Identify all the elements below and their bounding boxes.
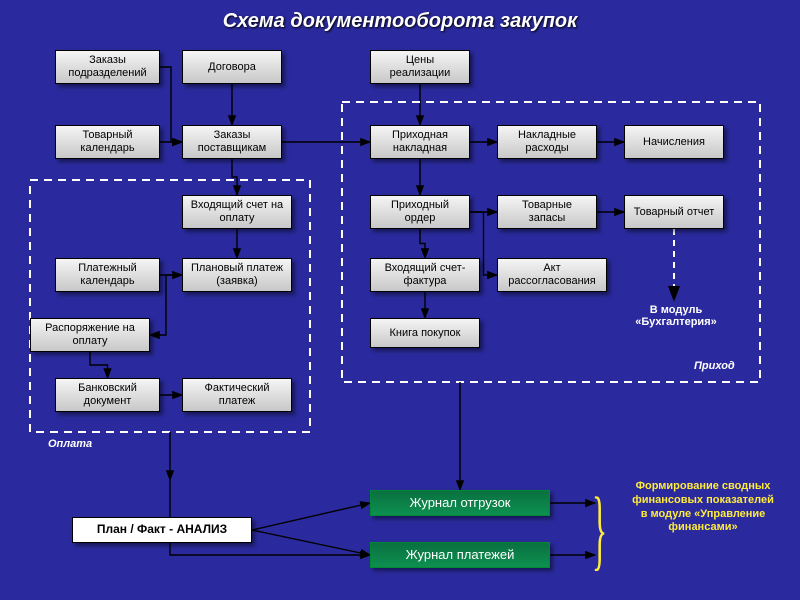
- bukhgalteria-label: В модуль «Бухгалтерия»: [626, 304, 726, 328]
- node-n8: Начисления: [624, 125, 724, 159]
- node-n13: Платежный календарь: [55, 258, 160, 292]
- node-n2: Договора: [182, 50, 282, 84]
- node-n16: Акт рассогласования: [497, 258, 607, 292]
- node-n5: Заказы поставщикам: [182, 125, 282, 159]
- node-n6: Приходная накладная: [370, 125, 470, 159]
- node-n18: Книга покупок: [370, 318, 480, 348]
- brace-icon: }: [592, 485, 607, 575]
- node-n20: Фактический платеж: [182, 378, 292, 412]
- prihod-label: Приход: [694, 360, 735, 372]
- finance-summary-label: Формирование сводных финансовых показате…: [628, 480, 778, 535]
- node-n4: Товарный календарь: [55, 125, 160, 159]
- node-n9: Входящий счет на оплату: [182, 195, 292, 229]
- node-g2: Журнал платежей: [370, 542, 550, 568]
- diagram-title: Схема документооборота закупок: [0, 10, 800, 33]
- node-n10: Приходный ордер: [370, 195, 470, 229]
- node-pf: План / Факт - АНАЛИЗ: [72, 517, 252, 543]
- node-n15: Входящий счет-фактура: [370, 258, 480, 292]
- node-n1: Заказы подразделений: [55, 50, 160, 84]
- node-n17: Распоряжение на оплату: [30, 318, 150, 352]
- node-n7: Накладные расходы: [497, 125, 597, 159]
- node-n12: Товарный отчет: [624, 195, 724, 229]
- node-n11: Товарные запасы: [497, 195, 597, 229]
- node-n19: Банковский документ: [55, 378, 160, 412]
- node-n14: Плановый платеж (заявка): [182, 258, 292, 292]
- oplata-label: Оплата: [48, 438, 92, 450]
- node-g1: Журнал отгрузок: [370, 490, 550, 516]
- node-n3: Цены реализации: [370, 50, 470, 84]
